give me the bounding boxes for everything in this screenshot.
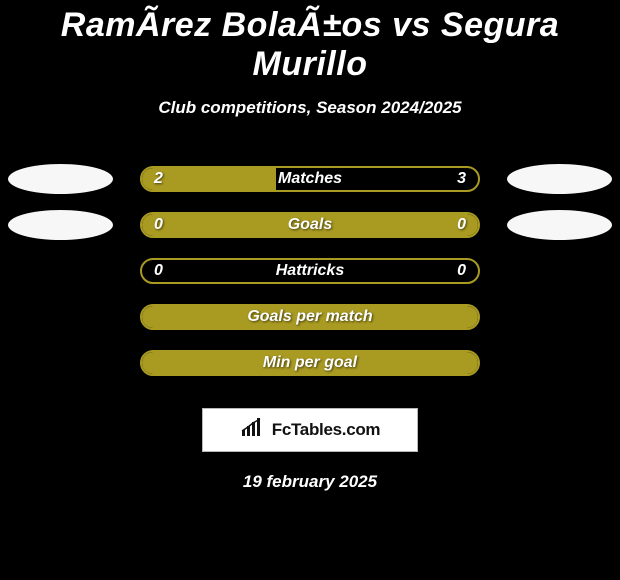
stat-right-value: 3 [457, 170, 466, 188]
stat-left-value: 0 [154, 262, 163, 280]
stat-left-value: 0 [154, 216, 163, 234]
stat-label: Min per goal [263, 354, 357, 372]
stat-bar: Goals per match [140, 304, 480, 330]
stat-bar: Min per goal [140, 350, 480, 376]
player-left-badge [8, 210, 113, 240]
comparison-card: RamÃ­rez BolaÃ±os vs Segura Murillo Club… [0, 0, 620, 492]
stat-label: Matches [278, 170, 342, 188]
stat-rows: 2 3 Matches 0 0 Goals 0 0 Hattricks Goals per mat… [0, 156, 620, 386]
stat-right-value: 0 [457, 216, 466, 234]
stat-left-value: 2 [154, 170, 163, 188]
player-right-badge [507, 164, 612, 194]
brand-box[interactable]: FcTables.com [202, 408, 418, 452]
stat-bar: 0 0 Goals [140, 212, 480, 238]
stat-bar: 2 3 Matches [140, 166, 480, 192]
player-left-badge [8, 164, 113, 194]
stat-row: Min per goal [0, 340, 620, 386]
player-right-badge [507, 210, 612, 240]
stat-label: Goals per match [247, 308, 372, 326]
stat-label: Hattricks [276, 262, 344, 280]
barchart-icon [240, 418, 266, 443]
stat-row: 0 0 Hattricks [0, 248, 620, 294]
brand-text: FcTables.com [272, 420, 381, 440]
stat-label: Goals [288, 216, 332, 234]
stat-right-value: 0 [457, 262, 466, 280]
stat-row: 0 0 Goals [0, 202, 620, 248]
date-line: 19 february 2025 [0, 472, 620, 492]
stat-row: 2 3 Matches [0, 156, 620, 202]
page-subtitle: Club competitions, Season 2024/2025 [0, 98, 620, 118]
stat-bar: 0 0 Hattricks [140, 258, 480, 284]
stat-row: Goals per match [0, 294, 620, 340]
page-title: RamÃ­rez BolaÃ±os vs Segura Murillo [0, 6, 620, 84]
